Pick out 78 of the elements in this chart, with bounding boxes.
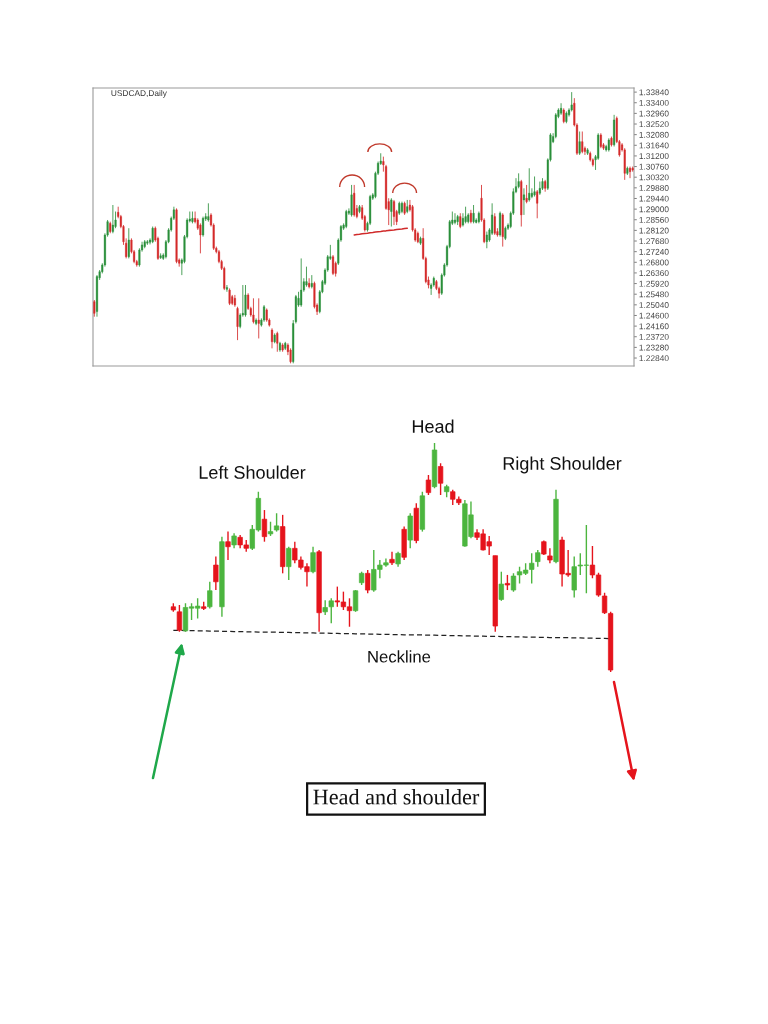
annotation: Left Shoulder <box>199 465 306 479</box>
candlestick <box>541 177 544 191</box>
y-tick-label: 1.30760 <box>639 163 669 170</box>
y-tick-label: 1.26800 <box>639 259 669 266</box>
candlestick <box>504 226 507 241</box>
y-tick-label: 1.33840 <box>639 89 669 96</box>
y-tick-label: 1.23720 <box>639 333 669 340</box>
y-tick-label: 1.29440 <box>639 195 669 202</box>
candlestick <box>280 514 286 575</box>
candlestick <box>610 136 613 147</box>
candlestick <box>93 299 96 318</box>
candlestick <box>547 547 553 564</box>
candlestick <box>252 297 255 324</box>
y-tick-label: 1.30320 <box>639 174 669 181</box>
candlestick <box>485 231 488 249</box>
y-tick-label: 1.25040 <box>639 302 669 308</box>
candlestick <box>525 184 528 204</box>
candlestick <box>407 512 413 550</box>
candlestick <box>623 147 626 181</box>
candlestick <box>533 176 536 197</box>
candlestick <box>328 597 334 624</box>
candlestick <box>191 211 194 224</box>
candlestick <box>236 306 239 341</box>
chart-title: USDCAD,Daily <box>111 89 167 98</box>
y-tick-label: 1.24600 <box>639 312 669 319</box>
candlestick <box>159 252 162 260</box>
text: Head and shoulder <box>313 788 480 805</box>
y-tick-label: 1.22840 <box>639 355 669 362</box>
candlestick <box>244 284 247 318</box>
y-tick-label: 1.31640 <box>639 142 669 149</box>
candlestick <box>517 172 520 189</box>
candlestick <box>554 112 557 139</box>
series-label: Neckline <box>368 650 431 663</box>
text: Head <box>412 419 454 433</box>
candlestick <box>413 502 419 544</box>
candlestick <box>305 266 308 288</box>
candlestick <box>419 236 422 246</box>
candlestick <box>286 546 292 581</box>
annotation: Right Shoulder <box>503 456 622 474</box>
candlestick <box>228 287 231 306</box>
y-tick-label: 1.28560 <box>639 216 669 223</box>
candlestick <box>565 111 568 124</box>
candlestick <box>281 342 284 353</box>
candlestick <box>207 581 213 610</box>
candlestick <box>419 491 425 533</box>
y-tick-label: 1.26360 <box>639 270 669 277</box>
candlestick <box>176 604 183 633</box>
y-tick-label: 1.33400 <box>639 99 669 106</box>
y-tick-label: 1.25480 <box>639 291 669 298</box>
y-tick-label: 1.31200 <box>639 153 669 160</box>
y-tick-label: 1.23280 <box>639 344 669 351</box>
candlestick <box>175 207 178 264</box>
y-tick-label: 1.29000 <box>639 206 669 213</box>
y-tick-label: 1.28120 <box>639 227 669 234</box>
candlestick <box>626 166 629 176</box>
y-tick-label: 1.32520 <box>639 121 669 128</box>
candlestick <box>492 554 498 633</box>
y-tick-label: 1.32080 <box>639 131 669 138</box>
candlestick <box>365 569 371 594</box>
candlestick <box>350 184 353 218</box>
y-tick-label: 1.27680 <box>639 238 669 245</box>
y-tick-label: 1.32960 <box>639 110 669 117</box>
candlestick <box>273 332 276 344</box>
y-tick-label: 1.27240 <box>639 248 669 255</box>
candlestick <box>464 206 467 224</box>
candlestick <box>273 512 280 533</box>
candlestick <box>472 204 475 224</box>
candlestick <box>300 258 303 308</box>
y-tick-label: 1.29880 <box>639 185 669 191</box>
candlestick <box>207 202 210 223</box>
candlestick <box>498 571 504 602</box>
candlestick <box>199 222 202 254</box>
candlestick <box>358 204 361 214</box>
y-tick-label: 1.24160 <box>639 323 669 330</box>
candlestick <box>403 201 406 216</box>
candlestick <box>289 347 292 364</box>
y-tick-label: 1.25920 <box>639 280 669 287</box>
candlestick <box>437 462 444 496</box>
